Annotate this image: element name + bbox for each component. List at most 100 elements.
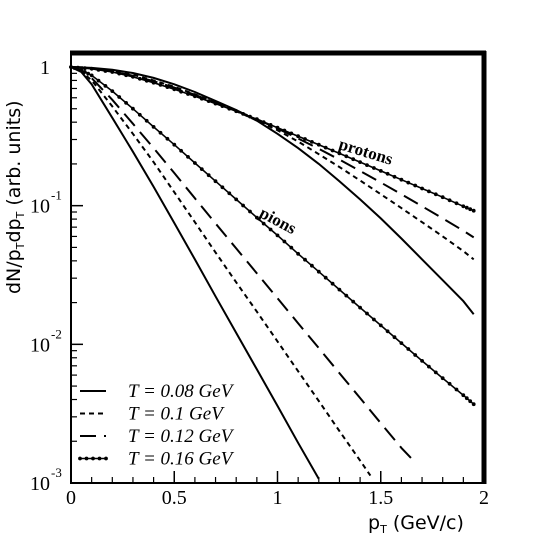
pions-marker [433,370,438,375]
x-tick-label: 1 [273,487,283,509]
pions-marker [406,347,411,351]
pions-marker [399,341,404,345]
pions-curve-short-dash [70,66,372,477]
protons-marker [372,166,376,170]
pions-marker [89,73,94,78]
annotation-pions: pions [256,203,299,238]
protons-marker [261,120,266,124]
pions-marker [82,70,87,74]
pions-marker [268,227,273,232]
protons-marker [461,204,466,209]
pions-marker [213,179,218,184]
pions-marker [227,191,232,196]
series-group [69,65,476,480]
pions-marker [79,68,84,72]
pions-marker [372,317,376,322]
pions-marker [151,125,156,129]
pions-marker [186,155,190,159]
x-tick-label: 0 [66,487,76,509]
protons-marker [76,65,80,70]
protons-marker [303,137,307,141]
protons-marker [385,171,390,176]
protons-marker [69,65,73,69]
legend-marker [97,456,102,461]
protons-marker [330,148,335,153]
pions-marker [172,142,177,147]
y-tick-label: 10 [30,196,50,218]
y-tick-exponent: -2 [51,326,62,341]
y-tick-exponent: -3 [51,465,62,480]
y-axis-title-part: dp [3,218,25,242]
pions-marker [461,393,466,398]
pions-marker [344,293,349,298]
protons-marker [248,114,252,119]
protons-marker [454,201,459,206]
y-tick-label: 10 [30,334,50,356]
protons-marker [282,128,287,133]
pions-curve-solid [70,66,320,480]
protons-marker [96,68,101,72]
protons-marker [110,70,115,74]
protons-marker [89,66,94,71]
protons-marker [103,69,108,73]
pions-marker [464,396,469,401]
pions-marker [124,101,128,105]
pions-marker [193,161,197,165]
protons-curve-dotted-markers [70,66,475,212]
pions-marker [392,335,397,340]
legend-label: T = 0.08 GeV [128,381,235,402]
protons-marker [378,169,383,173]
protons-marker [427,189,431,194]
protons-marker [158,83,163,87]
y-axis-title-units: (arb. units) [3,100,25,211]
y-tick-label: 1 [40,57,50,79]
protons-marker [206,99,211,103]
pions-marker [323,275,328,280]
y-axis-title-subscript: T [14,242,27,250]
pions-marker [234,197,239,202]
protons-marker [316,142,321,147]
pions-marker [103,84,108,88]
legend-marker [78,456,82,461]
pions-marker [351,299,356,304]
pions-marker [440,376,445,381]
protons-marker [234,109,239,114]
x-axis: 0 0.5 1 1.5 2 [66,471,489,509]
protons-marker [440,195,445,200]
x-tick-label: 0.5 [162,487,187,509]
legend-marker [91,456,95,461]
protons-marker [420,186,424,191]
protons-marker [351,157,356,162]
protons-marker [413,183,418,188]
protons-marker [337,151,342,156]
pions-marker [199,167,204,172]
pions-marker [248,209,252,214]
pions-marker [117,95,122,99]
protons-marker [392,174,397,179]
protons-marker [137,76,142,81]
protons-marker [365,163,369,168]
protons-marker [344,154,349,159]
protons-marker [358,160,362,165]
protons-marker [165,85,170,89]
pions-marker [471,402,476,407]
pions-marker [289,245,294,250]
legend-label: T = 0.1 GeV [128,404,225,425]
pions-marker [137,112,142,117]
protons-marker [117,71,122,76]
protons-marker [193,94,197,99]
x-axis-title-subscript: T [379,523,387,536]
pions-marker [330,281,335,286]
pions-marker [131,106,135,111]
pions-marker [303,257,307,262]
protons-marker [241,112,246,116]
axis-titles: pT (GeV/c) dN/pTdpT (arb. units) [3,100,464,536]
protons-curve-short-dash [70,66,475,261]
protons-marker [275,125,280,130]
protons-marker [289,131,294,136]
y-axis-title: dN/pTdpT (arb. units) [3,100,27,294]
legend-marker [84,456,89,461]
y-axis: 110-110-210-3 [30,57,83,495]
protons-marker [406,180,411,185]
